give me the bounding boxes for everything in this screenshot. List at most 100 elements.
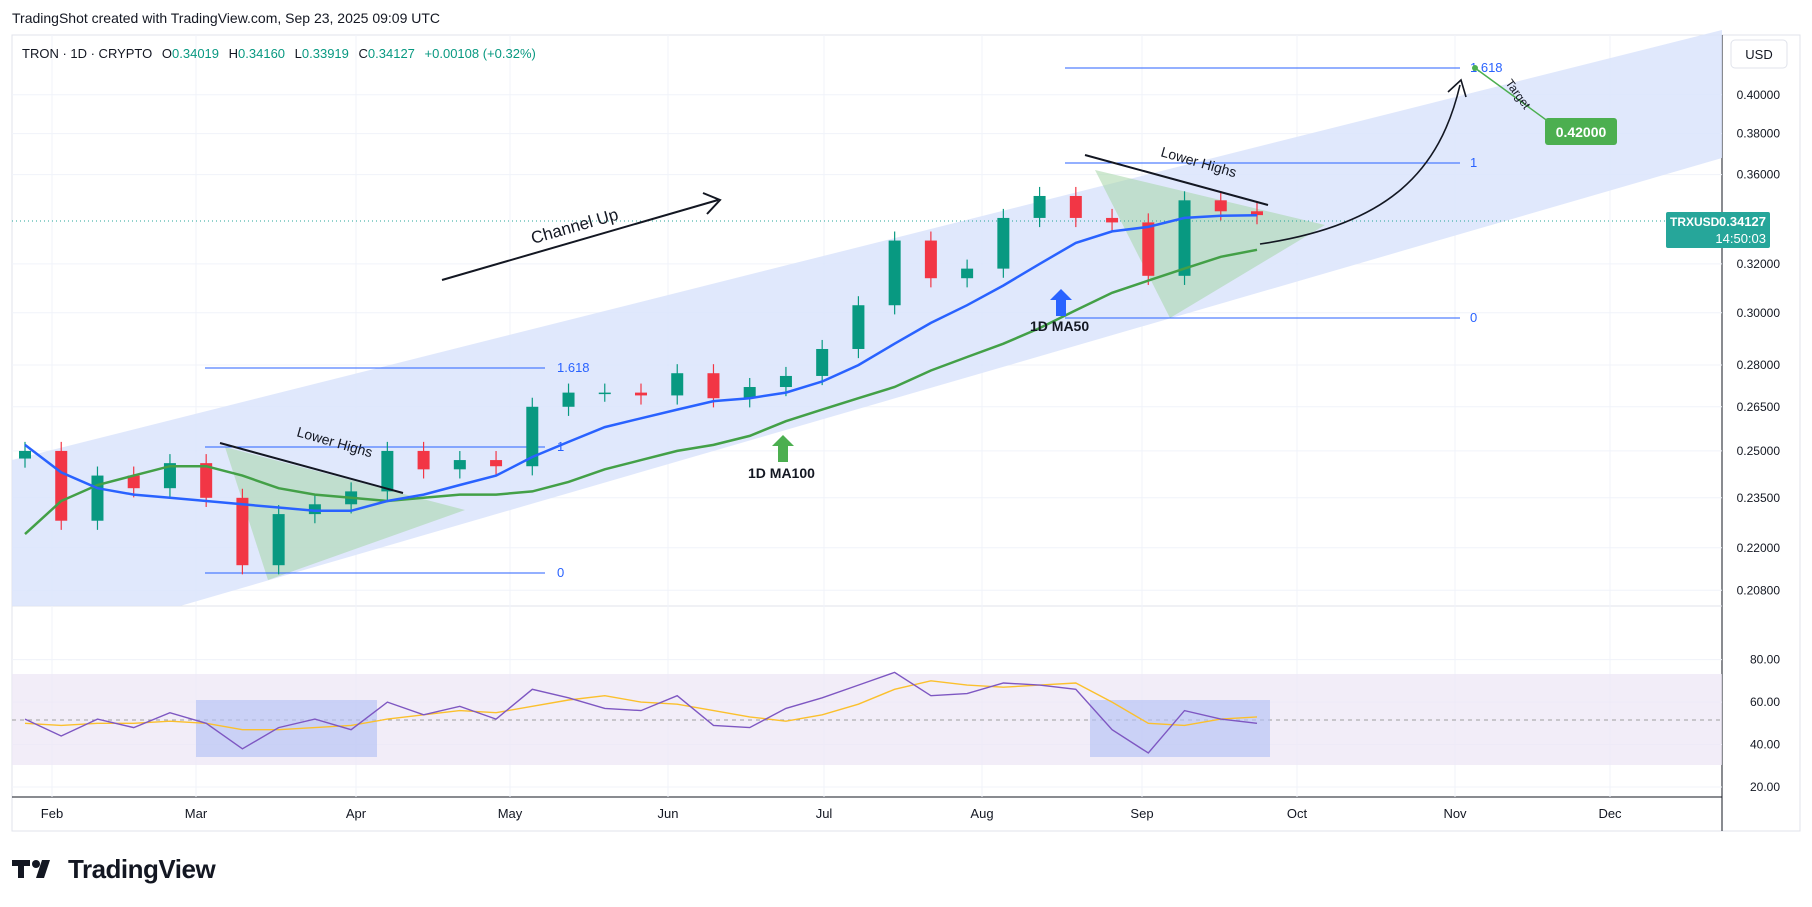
candle-body	[453, 460, 466, 470]
currency-label: USD	[1745, 47, 1772, 62]
rsi-tick-label: 60.00	[1750, 695, 1780, 709]
triangle-pattern-left	[225, 447, 465, 580]
candle-body	[236, 497, 249, 566]
price-tick-label: 0.26500	[1737, 400, 1781, 414]
fib-right: 1.618 1 0	[1065, 60, 1503, 325]
triangle-pattern-right	[1095, 170, 1325, 318]
rsi-highlight-right	[1090, 700, 1270, 757]
fib-left: 1.618 1 0	[205, 360, 590, 580]
time-tick-label: Jul	[816, 806, 833, 821]
candle-body	[1106, 217, 1119, 223]
ma50-line	[24, 214, 1258, 513]
price-tag-box	[1666, 212, 1770, 248]
target-point	[1472, 65, 1478, 71]
candle-body	[417, 450, 430, 470]
legend-h-label: H	[229, 46, 238, 61]
legend-l-label: L	[295, 46, 302, 61]
tradingview-logo-icon	[12, 860, 50, 878]
candle-body	[852, 305, 865, 349]
legend-close: 0.34127	[368, 46, 415, 61]
candle-body	[526, 406, 539, 467]
channel-up-arrow	[441, 199, 719, 281]
candle-body	[490, 460, 503, 467]
price-tick-label: 0.32000	[1737, 257, 1781, 271]
projection-arrowhead	[1447, 78, 1467, 98]
candle-body	[924, 240, 937, 279]
time-tick-label: Aug	[970, 806, 993, 821]
target-price-label: 0.42000	[1556, 124, 1607, 140]
candle-body	[55, 450, 68, 521]
candle-body	[1142, 222, 1155, 276]
projection-curve-arrow	[1259, 84, 1461, 245]
price-tick-label: 0.23500	[1737, 491, 1781, 505]
candle-body	[1178, 200, 1191, 276]
candle-body	[272, 514, 285, 566]
time-axis-ticks: Feb Mar Apr May Jun Jul Aug Sep Oct Nov Dec	[41, 806, 1622, 821]
ma100-line	[24, 248, 1258, 536]
price-axis-ticks: 0.40000 0.38000 0.36000 0.32000 0.30000 0.280…	[1737, 88, 1781, 597]
currency-box[interactable]	[1730, 39, 1788, 69]
candle-body	[163, 463, 176, 489]
svg-text:TRON · 1D · CRYPTO O0.: TRON · 1D · CRYPTO O0.34019 H0.34160 L0.…	[22, 46, 536, 61]
candle-body	[1251, 211, 1263, 216]
rsi-tick-label: 20.00	[1750, 780, 1780, 794]
price-tick-label: 0.30000	[1737, 306, 1781, 320]
chart-canvas[interactable]: 1.618 1 0 1.618 1 0 Channel Up Lower Hig…	[0, 0, 1812, 850]
price-tick-label: 0.38000	[1737, 127, 1781, 141]
time-tick-label: Apr	[346, 806, 367, 821]
candle-body	[127, 475, 140, 489]
legend-high: 0.34160	[238, 46, 285, 61]
candle-body	[997, 217, 1010, 269]
ma50-arrow-icon	[1050, 289, 1072, 316]
candle-body	[816, 348, 829, 376]
tradingview-logo-text: TradingView	[68, 853, 216, 884]
price-tag-price: 0.34127	[1719, 214, 1766, 229]
candle-body	[635, 392, 647, 396]
rsi-line	[24, 671, 1258, 754]
ma100-arrow-icon	[772, 435, 794, 462]
lower-highs-line-right	[1084, 154, 1269, 206]
legend-c-label: C	[359, 46, 368, 61]
price-tick-label: 0.28000	[1737, 358, 1781, 372]
price-tick-label: 0.25000	[1737, 444, 1781, 458]
channel-up-band	[12, 30, 1722, 606]
candle-body	[1214, 200, 1227, 212]
candle-body	[598, 392, 611, 395]
candle-body	[671, 373, 684, 396]
candle-body	[308, 504, 321, 515]
lower-highs-line-left	[219, 442, 404, 494]
time-tick-label: Feb	[41, 806, 63, 821]
time-tick-label: Oct	[1287, 806, 1308, 821]
fib-right-0-label: 0	[1470, 310, 1477, 325]
legend-low: 0.33919	[302, 46, 349, 61]
price-tag-countdown: 14:50:03	[1715, 231, 1766, 246]
candle-body	[779, 375, 792, 388]
channel-up-arrowhead	[702, 192, 722, 215]
ma50-label: 1D MA50	[1030, 318, 1089, 334]
legend-o-label: O	[162, 46, 172, 61]
rsi-tick-label: 80.00	[1750, 653, 1780, 667]
fib-left-1618-label: 1.618	[557, 360, 590, 375]
rsi-highlight-left	[196, 700, 377, 757]
candle-body	[888, 240, 901, 306]
main-panel-border	[11, 34, 1801, 832]
price-tick-label: 0.40000	[1737, 88, 1781, 102]
price-tick-label: 0.22000	[1737, 541, 1781, 555]
tradingview-logo[interactable]: TradingView	[12, 852, 216, 886]
target-price-box	[1545, 118, 1617, 145]
time-tick-label: May	[498, 806, 523, 821]
candle-body	[562, 392, 575, 407]
fib-right-1618-label: 1.618	[1470, 60, 1503, 75]
time-tick-label: Nov	[1443, 806, 1467, 821]
time-tick-label: Sep	[1130, 806, 1153, 821]
ma100-label: 1D MA100	[748, 465, 815, 481]
candle-body	[1033, 195, 1046, 218]
fib-right-1-label: 1	[1470, 155, 1477, 170]
fib-left-0-label: 0	[557, 565, 564, 580]
legend-symbol: TRON · 1D · CRYPTO	[22, 46, 152, 61]
candle-body	[19, 450, 31, 459]
price-tick-label: 0.20800	[1737, 583, 1781, 597]
price-tick-label: 0.36000	[1737, 168, 1781, 182]
rsi-ma-line	[24, 680, 1258, 731]
